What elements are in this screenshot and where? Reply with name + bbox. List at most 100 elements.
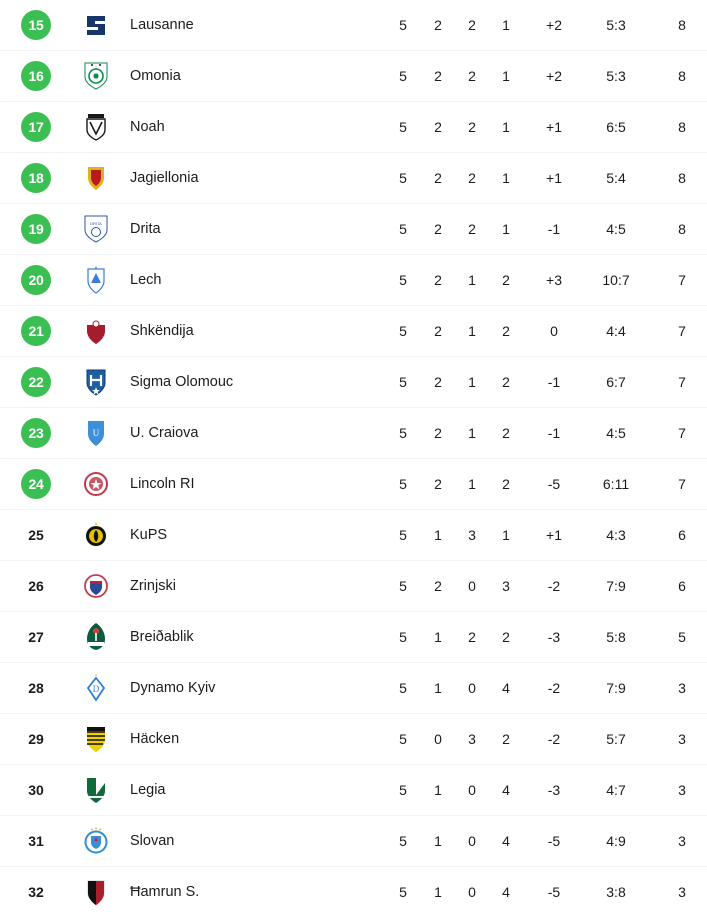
losses: 2 xyxy=(489,408,523,459)
jagiellonia-crest xyxy=(72,153,120,203)
rank-badge: 17 xyxy=(21,112,51,142)
rank-cell: 32 xyxy=(0,867,72,917)
wins: 2 xyxy=(421,102,455,153)
losses: 2 xyxy=(489,714,523,765)
rank-number: 30 xyxy=(21,775,51,805)
losses: 1 xyxy=(489,102,523,153)
wins: 2 xyxy=(421,51,455,102)
rank-wrapper: 25 xyxy=(0,510,72,560)
team-name[interactable]: Ħamrun S. xyxy=(120,867,385,917)
rank-cell: 21 xyxy=(0,306,72,357)
rank-number: 27 xyxy=(21,622,51,652)
goal-difference: -5 xyxy=(523,459,585,510)
team-name[interactable]: Omonia xyxy=(120,51,385,102)
goal-difference: -1 xyxy=(523,408,585,459)
goal-difference: +1 xyxy=(523,510,585,561)
team-name[interactable]: U. Craiova xyxy=(120,408,385,459)
svg-text:DRITA: DRITA xyxy=(90,221,102,226)
lausanne-crest xyxy=(72,0,120,50)
crest-cell xyxy=(72,153,120,204)
team-name[interactable]: Dynamo Kyiv xyxy=(120,663,385,714)
wins: 2 xyxy=(421,306,455,357)
goals: 5:3 xyxy=(585,0,647,51)
team-name[interactable]: KuPS xyxy=(120,510,385,561)
rank-wrapper: 32 xyxy=(0,867,72,917)
team-name[interactable]: Zrinjski xyxy=(120,561,385,612)
goal-difference: -3 xyxy=(523,612,585,663)
points: 3 xyxy=(647,867,707,917)
goals: 4:7 xyxy=(585,765,647,816)
rank-badge: 19 xyxy=(21,214,51,244)
rank-number: 31 xyxy=(21,826,51,856)
team-name[interactable]: Lech xyxy=(120,255,385,306)
rank-wrapper: 29 xyxy=(0,714,72,764)
team-name[interactable]: Noah xyxy=(120,102,385,153)
rank-badge: 22 xyxy=(21,367,51,397)
goals: 10:7 xyxy=(585,255,647,306)
team-name[interactable]: Jagiellonia xyxy=(120,153,385,204)
team-name[interactable]: Häcken xyxy=(120,714,385,765)
team-name[interactable]: Legia xyxy=(120,765,385,816)
team-name[interactable]: Drita xyxy=(120,204,385,255)
goals: 3:8 xyxy=(585,867,647,917)
points: 3 xyxy=(647,663,707,714)
team-name[interactable]: Lincoln RI xyxy=(120,459,385,510)
goal-difference: -1 xyxy=(523,204,585,255)
goal-difference: -2 xyxy=(523,714,585,765)
points: 8 xyxy=(647,204,707,255)
rank-cell: 16 xyxy=(0,51,72,102)
rank-badge: 15 xyxy=(21,10,51,40)
draws: 2 xyxy=(455,204,489,255)
matches-played: 5 xyxy=(385,816,421,867)
matches-played: 5 xyxy=(385,510,421,561)
draws: 1 xyxy=(455,459,489,510)
hamrun-s-crest xyxy=(72,867,120,917)
goal-difference: +2 xyxy=(523,0,585,51)
draws: 3 xyxy=(455,510,489,561)
team-name[interactable]: Sigma Olomouc xyxy=(120,357,385,408)
crest-cell xyxy=(72,612,120,663)
team-name[interactable]: Slovan xyxy=(120,816,385,867)
rank-wrapper: 28 xyxy=(0,663,72,713)
wins: 2 xyxy=(421,255,455,306)
team-name[interactable]: Breiðablik xyxy=(120,612,385,663)
matches-played: 5 xyxy=(385,153,421,204)
points: 3 xyxy=(647,765,707,816)
team-name[interactable]: Shkëndija xyxy=(120,306,385,357)
matches-played: 5 xyxy=(385,867,421,917)
team-name[interactable]: Lausanne xyxy=(120,0,385,51)
losses: 2 xyxy=(489,612,523,663)
points: 8 xyxy=(647,153,707,204)
points: 7 xyxy=(647,459,707,510)
goal-difference: -1 xyxy=(523,357,585,408)
hacken-crest xyxy=(72,714,120,764)
rank-cell: 15 xyxy=(0,0,72,51)
crest-cell xyxy=(72,306,120,357)
goals: 4:5 xyxy=(585,408,647,459)
rank-cell: 29 xyxy=(0,714,72,765)
goals: 5:7 xyxy=(585,714,647,765)
losses: 4 xyxy=(489,765,523,816)
rank-wrapper: 27 xyxy=(0,612,72,662)
wins: 1 xyxy=(421,612,455,663)
legia-crest xyxy=(72,765,120,815)
